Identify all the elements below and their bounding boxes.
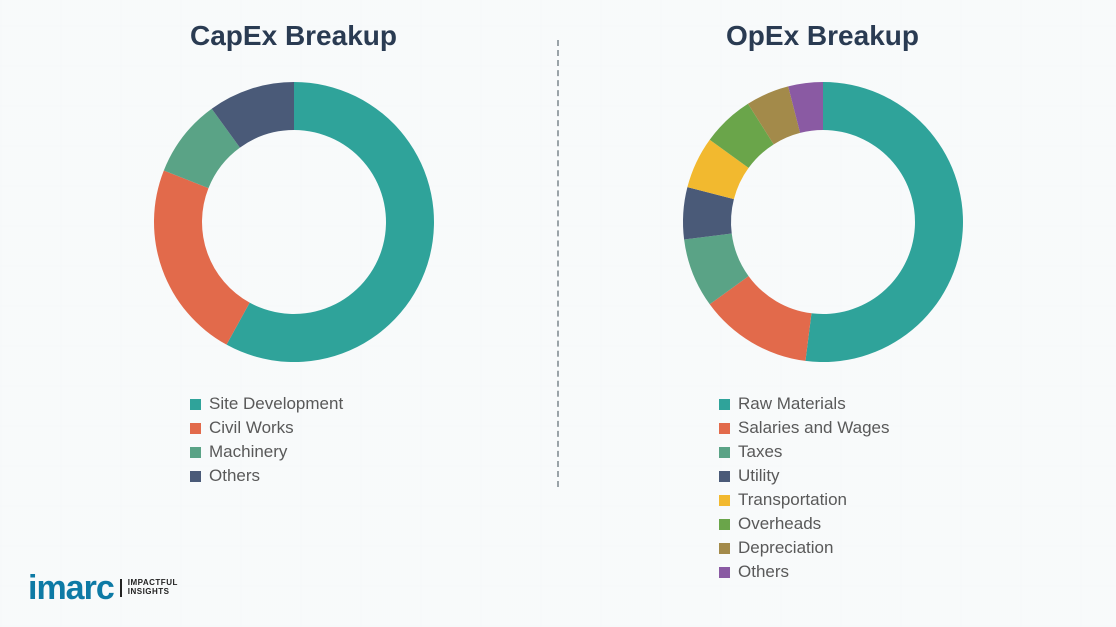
legend-label: Salaries and Wages [738, 418, 890, 438]
legend-swatch [719, 399, 730, 410]
capex-legend: Site Development Civil Works Machinery Othe… [190, 390, 343, 490]
opex-donut-chart [673, 72, 973, 372]
logo-wordmark: imarc [28, 571, 114, 605]
legend-item: Others [719, 562, 890, 582]
logo-tagline-1: IMPACTFUL [128, 578, 178, 587]
legend-swatch [719, 543, 730, 554]
donut-slice [154, 170, 250, 344]
legend-swatch [719, 495, 730, 506]
legend-item: Depreciation [719, 538, 890, 558]
capex-donut-chart [144, 72, 444, 372]
legend-label: Taxes [738, 442, 782, 462]
legend-item: Taxes [719, 442, 890, 462]
legend-label: Overheads [738, 514, 821, 534]
legend-swatch [719, 519, 730, 530]
legend-label: Civil Works [209, 418, 294, 438]
legend-label: Others [738, 562, 789, 582]
opex-donut-svg [673, 72, 973, 372]
legend-label: Utility [738, 466, 780, 486]
legend-label: Transportation [738, 490, 847, 510]
legend-swatch [190, 423, 201, 434]
legend-item: Others [190, 466, 343, 486]
legend-item: Site Development [190, 394, 343, 414]
legend-swatch [719, 447, 730, 458]
opex-title: OpEx Breakup [726, 20, 919, 52]
legend-swatch [719, 471, 730, 482]
legend-swatch [190, 471, 201, 482]
legend-item: Machinery [190, 442, 343, 462]
legend-swatch [719, 423, 730, 434]
donut-slice [805, 82, 963, 362]
legend-item: Utility [719, 466, 890, 486]
legend-item: Raw Materials [719, 394, 890, 414]
legend-item: Civil Works [190, 418, 343, 438]
logo-tagline-2: INSIGHTS [128, 587, 170, 596]
legend-label: Site Development [209, 394, 343, 414]
legend-item: Transportation [719, 490, 890, 510]
charts-container: CapEx Breakup Site Development Civil Work… [0, 0, 1116, 627]
legend-label: Raw Materials [738, 394, 846, 414]
legend-label: Machinery [209, 442, 287, 462]
capex-donut-svg [144, 72, 444, 372]
opex-legend: Raw Materials Salaries and Wages Taxes Util… [719, 390, 890, 586]
legend-label: Depreciation [738, 538, 833, 558]
opex-panel: OpEx Breakup Raw Materials Salaries and W… [559, 20, 1086, 547]
legend-item: Overheads [719, 514, 890, 534]
legend-label: Others [209, 466, 260, 486]
legend-swatch [190, 399, 201, 410]
legend-swatch [719, 567, 730, 578]
brand-logo: imarc IMPACTFUL INSIGHTS [28, 571, 178, 605]
logo-tagline: IMPACTFUL INSIGHTS [120, 579, 178, 597]
capex-panel: CapEx Breakup Site Development Civil Work… [30, 20, 557, 547]
legend-swatch [190, 447, 201, 458]
legend-item: Salaries and Wages [719, 418, 890, 438]
capex-title: CapEx Breakup [190, 20, 397, 52]
